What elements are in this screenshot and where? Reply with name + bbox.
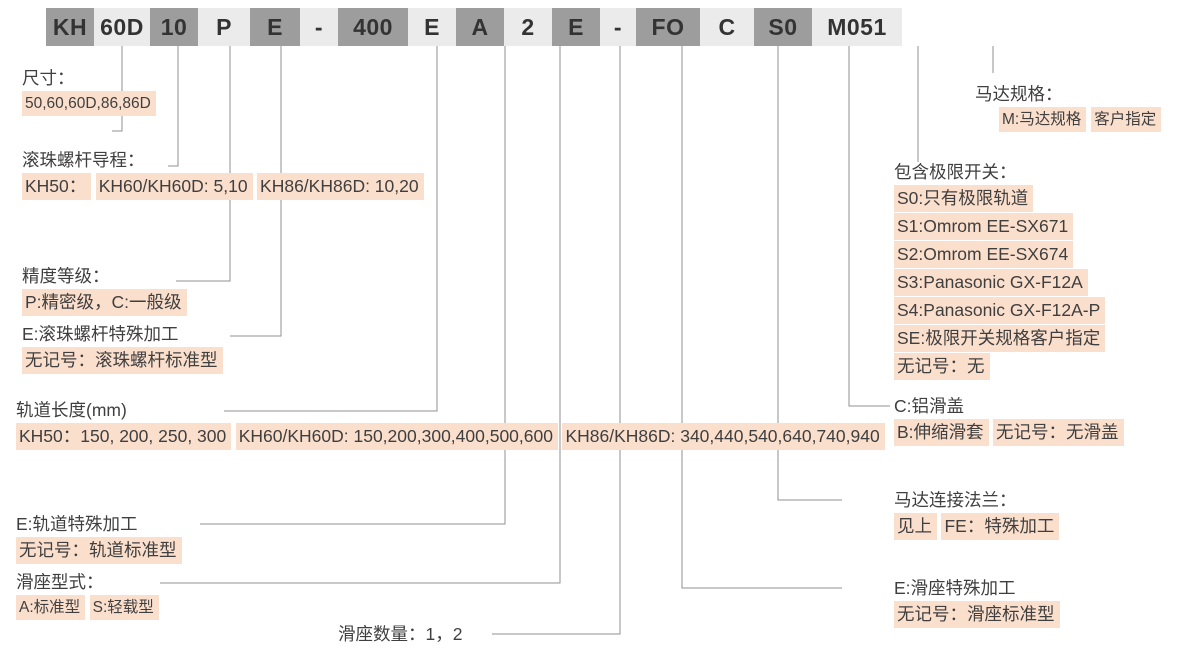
annotation-cover: C:铝滑盖 B:伸缩滑套 无记号：无滑盖 [894, 394, 1124, 447]
leader-rail-special [200, 46, 506, 525]
leader-rail-length [224, 46, 438, 412]
annotation-cover-row-1: 无记号：无滑盖 [993, 419, 1124, 446]
code-segment-5: - [300, 8, 338, 46]
code-segment-6: 400 [338, 8, 408, 46]
leader-slider-type [160, 46, 561, 584]
annotation-rail-length: 轨道长度(mm) KH50：150, 200, 250, 300 KH60/KH… [16, 398, 885, 451]
annotation-limit-switch-row-1: S1:Omrom EE-SX671 [894, 213, 1074, 240]
annotation-cover-row-0: B:伸缩滑套 [894, 419, 989, 446]
annotation-size: 尺寸： 50,60,60D,86,86D [22, 66, 156, 117]
code-segment-15: M051 [812, 8, 902, 46]
annotation-slider-special-row-0: 无记号：滑座标准型 [894, 601, 1060, 628]
annotation-motor-spec-row-0: M:马达规格 [999, 107, 1087, 132]
code-segment-1: 60D [94, 8, 150, 46]
code-segment-8: A [456, 8, 504, 46]
annotation-rail-special: E:轨道特殊加工 无记号：轨道标准型 [16, 512, 182, 565]
code-segment-13: C [700, 8, 754, 46]
annotation-slider-type-row-1: S:轻载型 [89, 595, 159, 620]
code-segment-11: - [600, 8, 636, 46]
annotation-rail-length-row-0: KH50：150, 200, 250, 300 [16, 423, 232, 450]
leader-slider-special [681, 46, 842, 589]
annotation-rail-special-row-0: 无记号：轨道标准型 [16, 537, 182, 564]
annotation-slider-type-row-0: A:标准型 [16, 595, 86, 620]
code-segment-9: 2 [504, 8, 552, 46]
annotation-slider-special: E:滑座特殊加工 无记号：滑座标准型 [894, 576, 1060, 629]
annotation-motor-flange: 马达连接法兰： 见上 FE：特殊加工 [894, 488, 1060, 541]
annotation-ball-screw-special-row-0: 无记号：滚珠螺杆标准型 [22, 347, 223, 374]
annotation-rail-length-row-2: KH86/KH86D: 340,440,540,640,740,940 [562, 423, 885, 450]
annotation-ball-screw-special-title: E:滚珠螺杆特殊加工 [22, 324, 179, 344]
annotation-size-title: 尺寸： [22, 68, 75, 88]
annotation-motor-flange-row-1: FE：特殊加工 [941, 513, 1060, 540]
annotation-cover-title: C:铝滑盖 [894, 396, 964, 416]
model-code-bar: KH 60D 10 P E -400 E A 2 E - FO C S0 M051 [46, 8, 902, 46]
annotation-slider-special-title: E:滑座特殊加工 [894, 578, 1016, 598]
code-segment-10: E [552, 8, 600, 46]
code-segment-0: KH [46, 8, 94, 46]
annotation-ball-screw-lead-title: 滚珠螺杆导程： [22, 150, 145, 170]
code-segment-12: FO [636, 8, 700, 46]
annotation-slider-type: 滑座型式： A:标准型 S:轻载型 [16, 570, 159, 621]
annotation-rail-special-title: E:轨道特殊加工 [16, 514, 138, 534]
annotation-ball-screw-lead-row-0: KH50： [22, 173, 92, 200]
code-segment-3: P [198, 8, 250, 46]
annotation-rail-length-title: 轨道长度(mm) [16, 400, 127, 420]
annotation-slider-type-title: 滑座型式： [16, 572, 104, 592]
annotation-accuracy-grade: 精度等级： P:精密级，C:一般级 [22, 264, 187, 317]
leader-slider-count [492, 46, 621, 635]
annotation-limit-switch-row-0: S0:只有极限轨道 [894, 185, 1034, 212]
annotation-slider-count-title: 滑座数量：1，2 [338, 624, 463, 644]
annotation-limit-switch-row-5: SE:极限开关规格客户指定 [894, 325, 1106, 352]
code-segment-2: 10 [150, 8, 198, 46]
leader-cover [848, 46, 890, 407]
annotation-limit-switch-row-2: S2:Omrom EE-SX674 [894, 241, 1074, 268]
code-segment-7: E [408, 8, 456, 46]
annotation-ball-screw-lead: 滚珠螺杆导程： KH50： KH60/KH60D: 5,10 KH86/KH86… [22, 148, 424, 201]
annotation-motor-flange-row-0: 见上 [894, 513, 937, 540]
annotation-size-row-0: 50,60,60D,86,86D [22, 91, 156, 116]
annotation-ball-screw-special: E:滚珠螺杆特殊加工 无记号：滚珠螺杆标准型 [22, 322, 223, 375]
annotation-accuracy-grade-title: 精度等级： [22, 266, 110, 286]
code-segment-14: S0 [754, 8, 812, 46]
annotation-limit-switch-title: 包含极限开关： [894, 162, 1017, 182]
annotation-limit-switch-row-6: 无记号：无 [894, 353, 990, 380]
annotation-ball-screw-lead-row-2: KH86/KH86D: 10,20 [257, 173, 424, 200]
code-segment-4: E [250, 8, 300, 46]
annotation-rail-length-row-1: KH60/KH60D: 150,200,300,400,500,600 [235, 423, 558, 450]
annotation-motor-spec: 马达规格： M:马达规格 客户指定 [975, 82, 1166, 133]
annotation-slider-count: 滑座数量：1，2 [338, 622, 462, 647]
annotation-ball-screw-lead-row-1: KH60/KH60D: 5,10 [95, 173, 253, 200]
annotation-limit-switch-row-3: S3:Panasonic GX-F12A [894, 269, 1088, 296]
annotation-limit-switch-row-4: S4:Panasonic GX-F12A-P [894, 297, 1106, 324]
annotation-motor-spec-row-1: 客户指定 [1091, 107, 1162, 132]
annotation-motor-flange-title: 马达连接法兰： [894, 490, 1017, 510]
annotation-limit-switch: 包含极限开关： S0:只有极限轨道 S1:Omrom EE-SX671 S2:O… [894, 160, 1200, 381]
annotation-motor-spec-title: 马达规格： [975, 84, 1063, 104]
annotation-accuracy-grade-row-0: P:精密级，C:一般级 [22, 289, 187, 316]
